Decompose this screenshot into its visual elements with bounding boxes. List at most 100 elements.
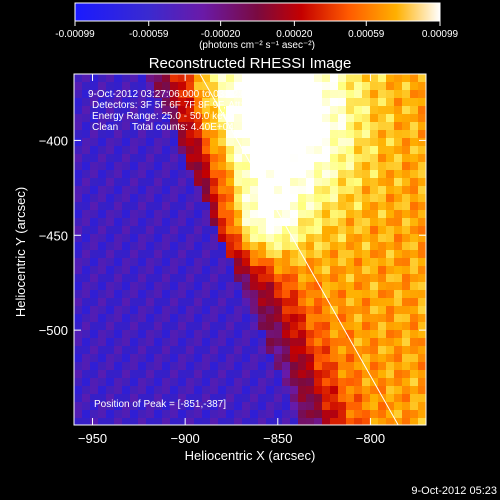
heatmap-cell — [138, 138, 147, 147]
heatmap-cell — [274, 338, 283, 347]
heatmap-cell — [226, 106, 235, 115]
heatmap-cell — [130, 250, 139, 259]
heatmap-cell — [346, 82, 355, 91]
heatmap-cell — [370, 250, 379, 259]
heatmap-cell — [362, 354, 371, 363]
heatmap-cell — [250, 266, 259, 275]
heatmap-cell — [90, 218, 99, 227]
heatmap-cell — [146, 122, 155, 131]
heatmap-cell — [250, 242, 259, 251]
heatmap-cell — [386, 354, 395, 363]
heatmap-cell — [410, 322, 419, 331]
heatmap-cell — [178, 242, 187, 251]
heatmap-cell — [218, 370, 227, 379]
heatmap-cell — [226, 394, 235, 403]
heatmap-cell — [338, 114, 347, 123]
heatmap-cell — [130, 178, 139, 187]
heatmap-cell — [354, 210, 363, 219]
heatmap-cell — [306, 290, 315, 299]
heatmap-cell — [170, 274, 179, 283]
heatmap-cell — [202, 266, 211, 275]
heatmap-cell — [210, 266, 219, 275]
heatmap-cell — [186, 298, 195, 307]
heatmap-cell — [282, 378, 291, 387]
heatmap-cell — [410, 226, 419, 235]
heatmap-cell — [162, 274, 171, 283]
heatmap-cell — [130, 378, 139, 387]
heatmap-cell — [122, 378, 131, 387]
heatmap-cell — [130, 234, 139, 243]
heatmap-cell — [154, 306, 163, 315]
heatmap-cell — [330, 234, 339, 243]
heatmap-cell — [402, 298, 411, 307]
heatmap-cell — [178, 106, 187, 115]
heatmap-cell — [322, 114, 331, 123]
heatmap-cell — [386, 186, 395, 195]
heatmap-cell — [330, 114, 339, 123]
heatmap-cell — [362, 130, 371, 139]
heatmap-cell — [266, 418, 275, 425]
heatmap-cell — [402, 162, 411, 171]
heatmap-cell — [234, 210, 243, 219]
heatmap-cell — [106, 226, 115, 235]
heatmap-cell — [82, 338, 91, 347]
heatmap-cell — [378, 402, 387, 411]
heatmap-cell — [386, 146, 395, 155]
heatmap-cell — [202, 162, 211, 171]
heatmap-cell — [386, 258, 395, 267]
heatmap-cell — [370, 418, 379, 425]
heatmap-cell — [250, 170, 259, 179]
heatmap-cell — [346, 274, 355, 283]
heatmap-cell — [122, 138, 131, 147]
heatmap-cell — [98, 186, 107, 195]
heatmap-cell — [178, 194, 187, 203]
heatmap-cell — [106, 170, 115, 179]
heatmap-cell — [378, 386, 387, 395]
heatmap-cell — [178, 210, 187, 219]
heatmap-cell — [130, 338, 139, 347]
heatmap-cell — [354, 186, 363, 195]
heatmap-cell — [410, 330, 419, 339]
heatmap-cell — [402, 90, 411, 99]
heatmap-cell — [314, 90, 323, 99]
heatmap-cell — [90, 402, 99, 411]
heatmap-cell — [114, 114, 123, 123]
heatmap-cell — [226, 98, 235, 107]
heatmap-cell — [162, 362, 171, 371]
heatmap-cell — [242, 402, 251, 411]
heatmap-cell — [298, 386, 307, 395]
heatmap-cell — [266, 250, 275, 259]
heatmap-cell — [282, 266, 291, 275]
heatmap-cell — [218, 258, 227, 267]
heatmap-cell — [362, 106, 371, 115]
heatmap-cell — [378, 82, 387, 91]
heatmap-cell — [386, 266, 395, 275]
heatmap-cell — [234, 114, 243, 123]
heatmap-cell — [170, 266, 179, 275]
heatmap-cell — [106, 346, 115, 355]
heatmap-cell — [370, 154, 379, 163]
heatmap-cells — [74, 74, 426, 425]
heatmap-cell — [338, 82, 347, 91]
heatmap-cell — [146, 258, 155, 267]
heatmap-cell — [290, 130, 299, 139]
heatmap-cell — [210, 394, 219, 403]
heatmap-cell — [290, 402, 299, 411]
heatmap-cell — [386, 314, 395, 323]
heatmap-cell — [250, 402, 259, 411]
heatmap-cell — [82, 322, 91, 331]
heatmap-cell — [306, 186, 315, 195]
heatmap-cell — [146, 330, 155, 339]
heatmap-cell — [306, 394, 315, 403]
heatmap-cell — [138, 170, 147, 179]
heatmap-cell — [370, 234, 379, 243]
heatmap-cell — [178, 274, 187, 283]
heatmap-cell — [130, 186, 139, 195]
heatmap-cell — [186, 146, 195, 155]
heatmap-cell — [306, 74, 315, 83]
heatmap-cell — [138, 418, 147, 425]
heatmap-cell — [90, 298, 99, 307]
heatmap-cell — [306, 338, 315, 347]
heatmap-cell — [122, 282, 131, 291]
heatmap-cell — [74, 210, 83, 219]
